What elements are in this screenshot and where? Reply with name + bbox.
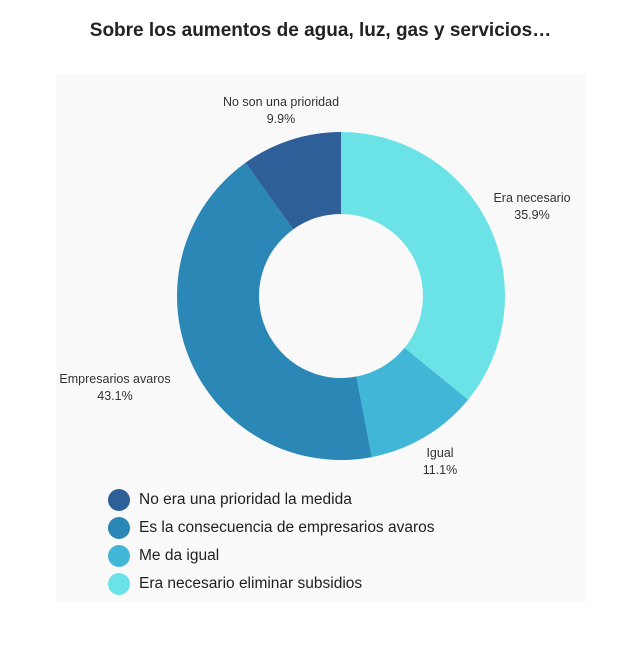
legend-item: No era una prioridad la medida [108, 486, 435, 514]
legend-swatch [108, 517, 130, 539]
donut-slice-era-necesario [341, 132, 506, 400]
donut-slice-empresarios-avaros [177, 162, 372, 461]
legend-label: Es la consecuencia de empresarios avaros [139, 519, 435, 536]
slice-value-label: 43.1% [97, 389, 132, 403]
legend-label: Me da igual [139, 547, 220, 564]
chart-title: Sobre los aumentos de agua, luz, gas y s… [89, 20, 552, 41]
legend-item: Es la consecuencia de empresarios avaros [108, 514, 435, 542]
slice-value-label: 11.1% [423, 463, 458, 477]
legend-label: Era necesario eliminar subsidios [139, 575, 363, 592]
chart-legend: No era una prioridad la medida Es la cons… [108, 486, 435, 598]
legend-label: No era una prioridad la medida [139, 491, 352, 508]
legend-item: Era necesario eliminar subsidios [108, 570, 435, 598]
slice-value-label: 35.9% [514, 208, 549, 222]
slice-label: Empresarios avaros [59, 372, 170, 386]
legend-swatch [108, 489, 130, 511]
legend-swatch [108, 573, 130, 595]
donut-slice-igual [356, 347, 469, 458]
donut-slice-no-son-una-prioridad [245, 132, 341, 230]
slice-label: No son una prioridad [223, 95, 339, 109]
legend-swatch [108, 545, 130, 567]
slice-label: Igual [426, 446, 453, 460]
slice-label: Era necesario [493, 191, 570, 205]
legend-item: Me da igual [108, 542, 435, 570]
slice-value-label: 9.9% [267, 112, 296, 126]
